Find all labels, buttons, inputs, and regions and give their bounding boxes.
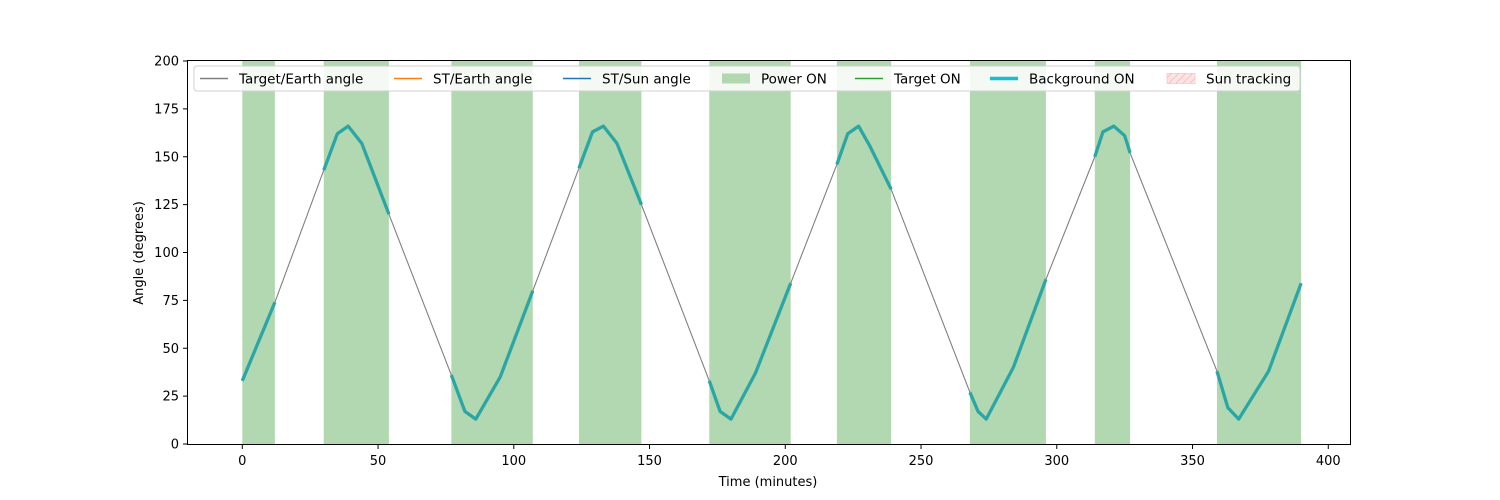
background-on-segment [1215, 282, 1303, 421]
x-tick-label: 350 [1180, 454, 1205, 469]
y-tick-label: 175 [154, 102, 179, 117]
y-tick-label: 25 [162, 390, 179, 405]
angle-lines [240, 124, 1303, 421]
power-on-band [836, 61, 892, 444]
legend-patch-swatch [1166, 73, 1196, 84]
y-tick-label: 0 [171, 438, 179, 453]
background-on-segment [835, 124, 893, 191]
y-tick-label: 75 [162, 294, 179, 309]
power-on-band [1216, 61, 1302, 444]
background-on-segment [240, 301, 277, 382]
legend-item: Sun tracking [1166, 72, 1291, 88]
legend-label: Target ON [893, 72, 961, 88]
y-axis-title: Angle (degrees) [132, 201, 147, 305]
x-tick-label: 300 [1044, 454, 1069, 469]
power-on-band [578, 61, 642, 444]
legend-label: ST/Sun angle [602, 72, 691, 88]
background-on-segment [968, 278, 1048, 421]
background-on-segment [577, 124, 643, 206]
background-on-segment [1093, 124, 1132, 158]
power-on-band [969, 61, 1046, 444]
legend-label: Sun tracking [1206, 72, 1291, 88]
power-on-band [1094, 61, 1131, 444]
y-tick-label: 50 [162, 342, 179, 357]
x-tick-label: 50 [370, 454, 387, 469]
y-tick-label: 125 [154, 198, 179, 213]
x-axis-title: Time (minutes) [718, 475, 818, 490]
background-on-segment [707, 282, 793, 421]
y-tick-label: 200 [154, 55, 179, 70]
power-on-band [242, 61, 275, 444]
legend-item: ST/Sun angle [563, 72, 691, 88]
legend-item: Power ON [722, 72, 827, 88]
legend-item: Target/Earth angle [200, 72, 363, 88]
x-tick-label: 100 [501, 454, 526, 469]
x-tick-label: 250 [909, 454, 934, 469]
legend: Target/Earth angle ST/Earth angle ST/Sun a… [193, 65, 1301, 92]
x-tick-label: 200 [773, 454, 798, 469]
x-tick-label: 400 [1316, 454, 1341, 469]
power-on-band [323, 61, 389, 444]
power-on-band [451, 61, 533, 444]
y-tick-label: 100 [154, 246, 179, 261]
legend-label: Target/Earth angle [238, 72, 363, 88]
background-on-segment [449, 290, 535, 421]
x-tick-label: 150 [637, 454, 662, 469]
y-axis-ticks: 0 25 50 75 100 125 150 175 200 [154, 55, 188, 453]
legend-label: Power ON [761, 72, 827, 88]
legend-item: ST/Earth angle [394, 72, 532, 88]
y-tick-label: 150 [154, 150, 179, 165]
background-on-segment [322, 124, 391, 215]
legend-label: ST/Earth angle [433, 72, 532, 88]
legend-item: Target ON [855, 72, 961, 88]
legend-patch-swatch [722, 73, 750, 84]
x-tick-label: 0 [238, 454, 246, 469]
legend-item: Background ON [990, 72, 1135, 88]
legend-label: Background ON [1029, 72, 1135, 88]
x-axis-ticks: 0 50 100 150 200 250 300 350 400 [238, 444, 1341, 469]
